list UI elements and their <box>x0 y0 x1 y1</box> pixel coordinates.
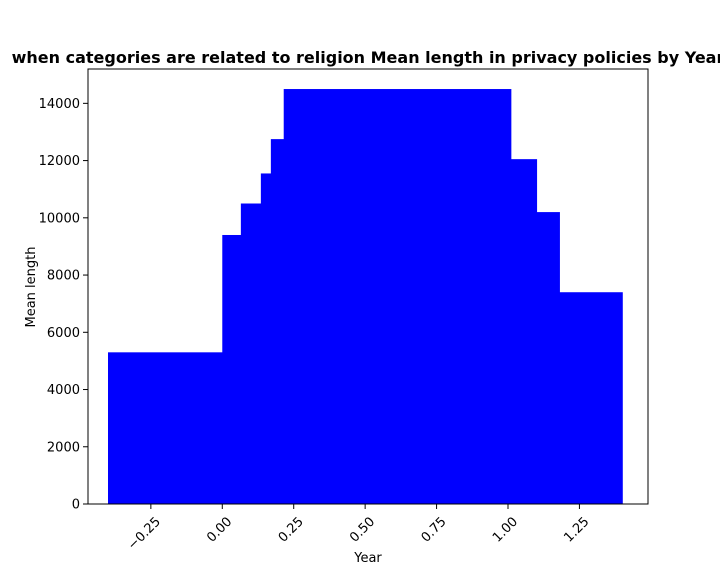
chart-title: when categories are related to religion … <box>12 48 720 67</box>
y-tick-label: 4000 <box>47 383 80 398</box>
x-tick-label: 0.50 <box>347 514 378 545</box>
y-axis-label: Mean length <box>24 247 39 328</box>
y-tick-label: 6000 <box>47 326 80 341</box>
x-tick-label: 0.25 <box>276 514 307 545</box>
bar-9 <box>559 292 623 504</box>
y-tick-label: 0 <box>72 498 80 513</box>
y-tick-label: 8000 <box>47 269 80 284</box>
x-tick-label: 1.25 <box>561 514 592 545</box>
bar-6 <box>283 89 512 504</box>
y-tick-label: 12000 <box>39 154 80 169</box>
x-tick-label: 1.00 <box>490 514 521 545</box>
x-tick-label: 0.75 <box>419 514 450 545</box>
x-tick-label: 0.00 <box>204 514 235 545</box>
bar-1 <box>108 352 223 504</box>
bar-4 <box>260 173 272 505</box>
bar-8 <box>536 212 560 504</box>
y-tick-label: 2000 <box>47 440 80 455</box>
y-tick-label: 10000 <box>39 211 80 226</box>
y-tick-label: 14000 <box>39 97 80 112</box>
bar-7 <box>510 159 538 505</box>
x-tick-label: −0.25 <box>125 514 164 553</box>
bar-5 <box>270 139 285 505</box>
bar-3 <box>240 203 262 504</box>
x-axis-label: Year <box>353 551 382 566</box>
x-axis: −0.25 0.00 0.25 0.50 0.75 1.00 1.25 <box>125 504 592 553</box>
y-axis: 0 2000 4000 6000 8000 10000 12000 14000 <box>39 97 88 513</box>
plot-area-frame <box>87 68 649 505</box>
bar-2 <box>222 234 242 504</box>
bars-layer <box>108 89 623 505</box>
